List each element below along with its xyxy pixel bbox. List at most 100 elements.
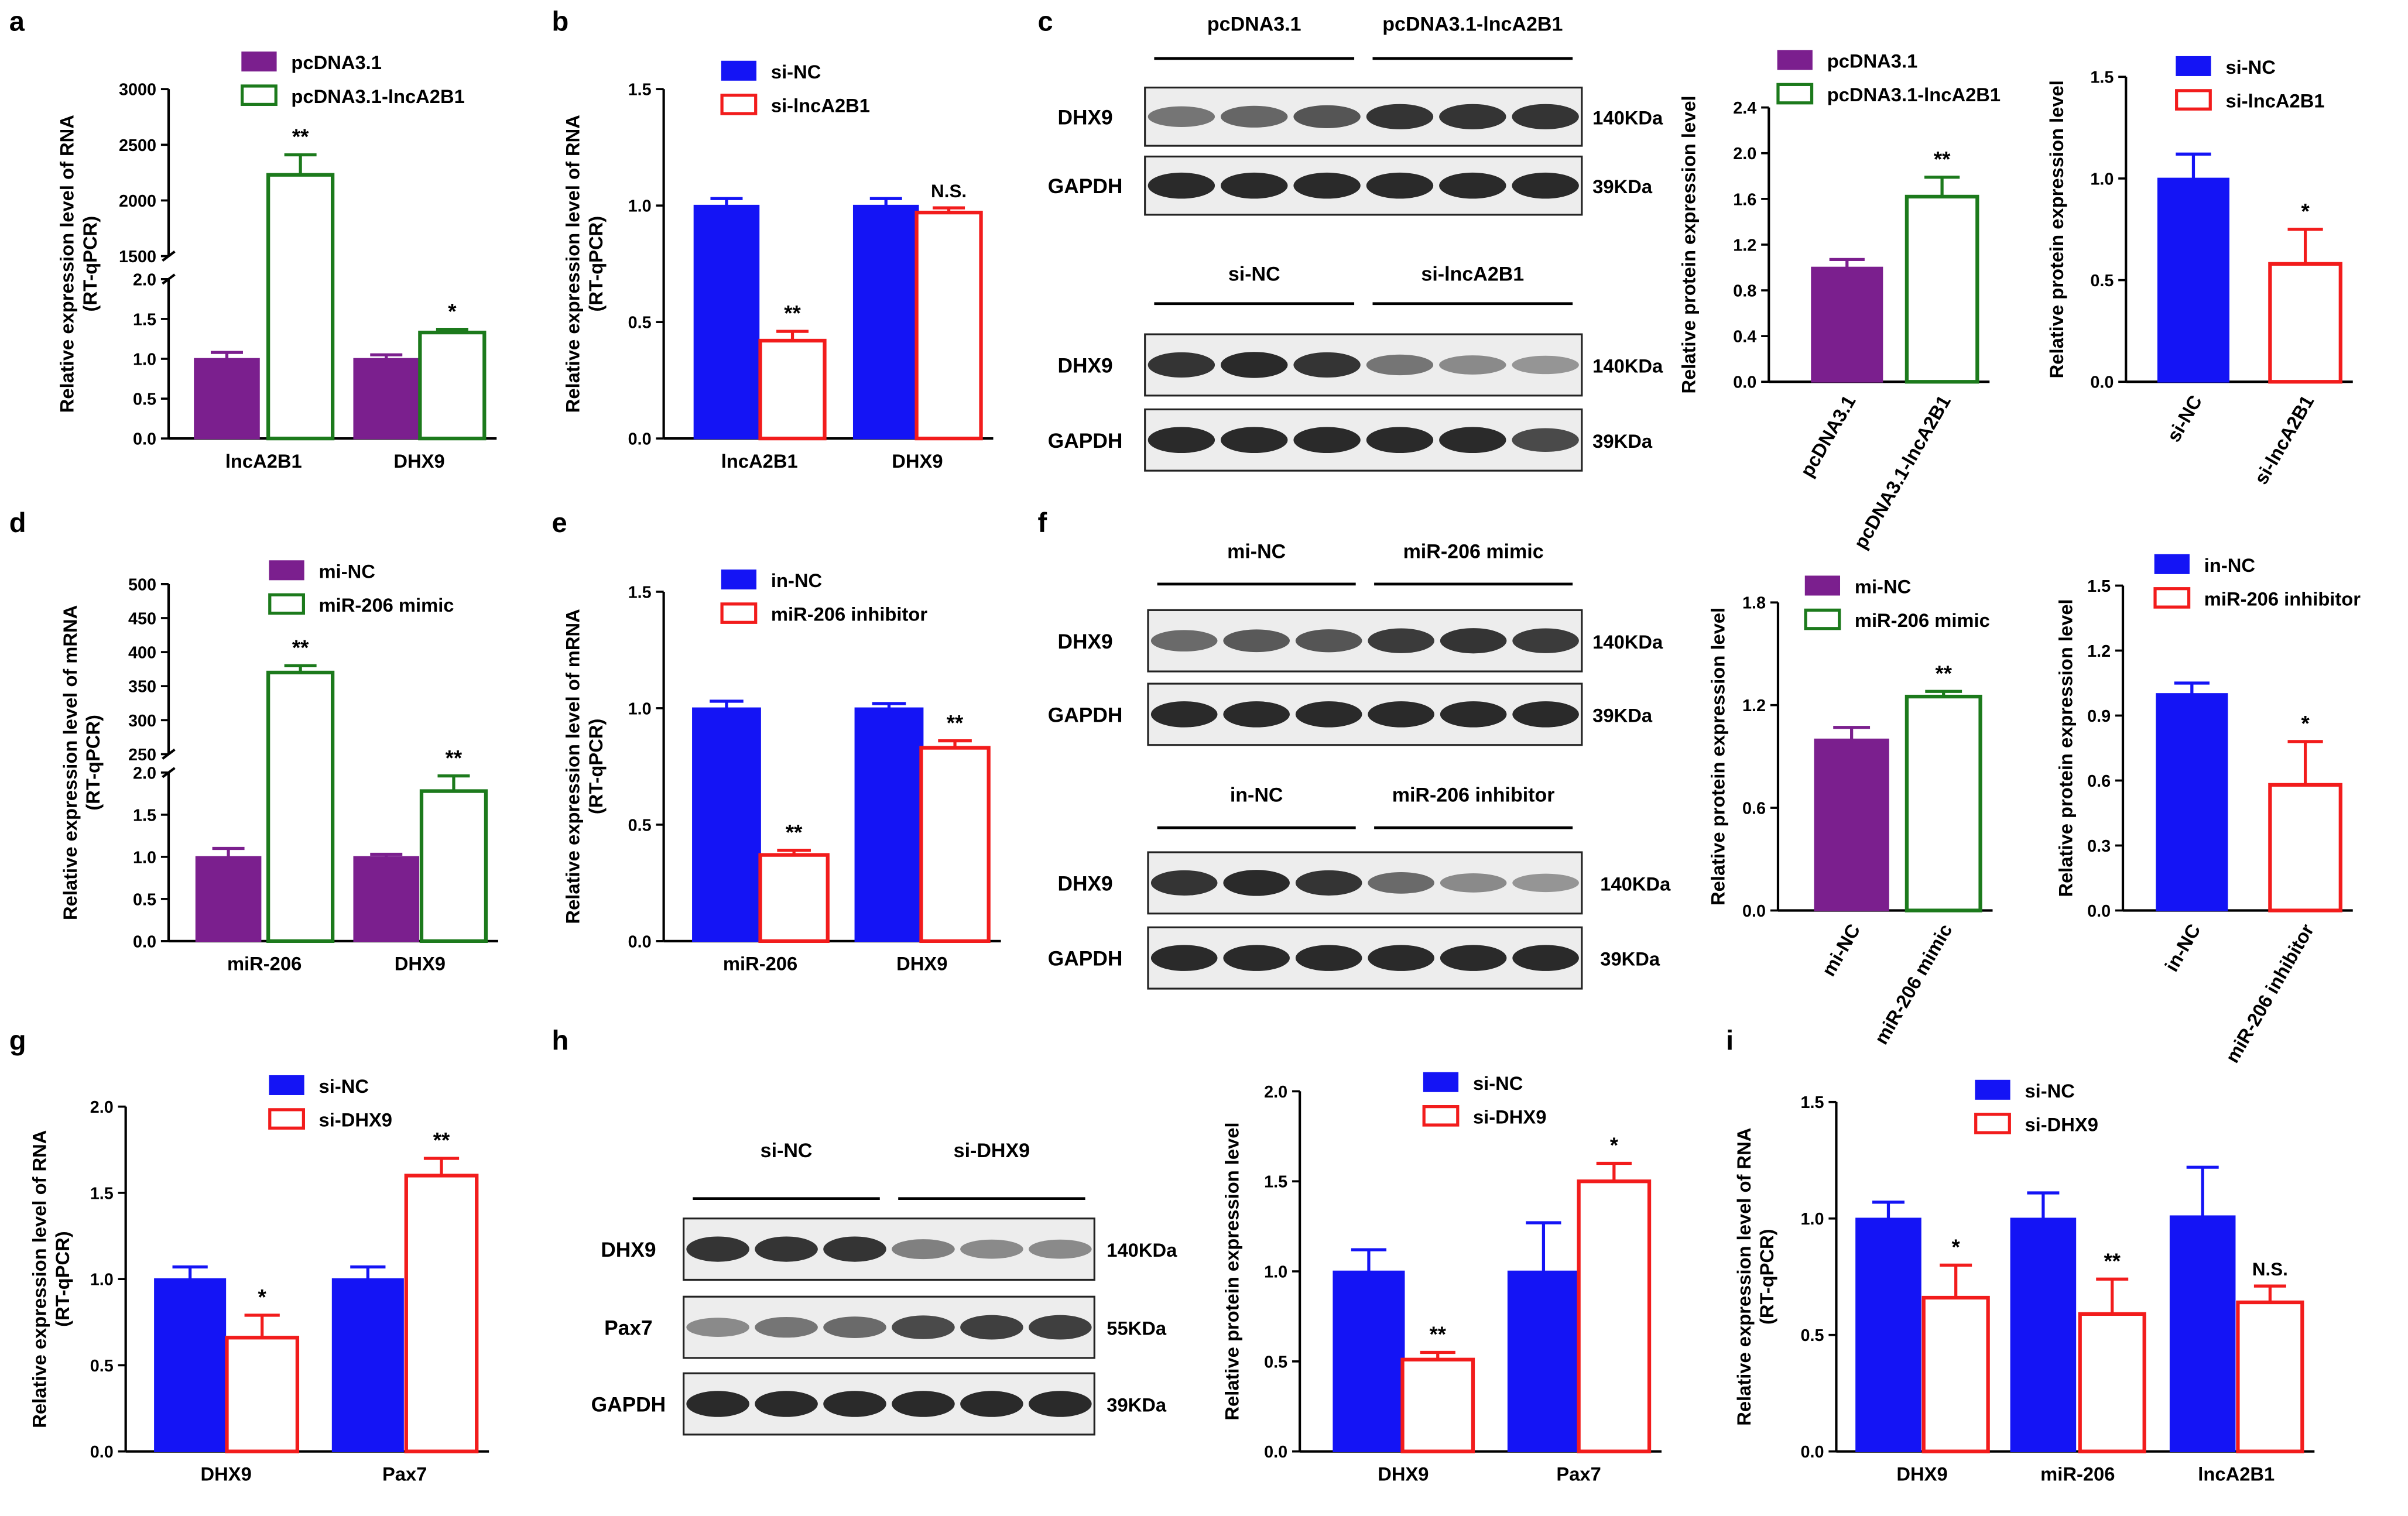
y-tick-label: 0.0 (628, 932, 652, 951)
blot-band (1150, 630, 1218, 652)
blot-row-label: GAPDH (1048, 175, 1123, 198)
x-tick-label-group: miR-206 mimic (1870, 920, 1957, 1048)
y-tick-label: 2.0 (133, 764, 156, 783)
blot-band (1512, 355, 1579, 375)
y-tick-label: 0.5 (133, 390, 156, 409)
legend-swatch (2176, 56, 2211, 76)
blot-band (1439, 104, 1506, 129)
y-tick-label: 2.0 (1733, 145, 1756, 163)
y-axis-label: Relative expression level of RNA (RT-qPCR… (1733, 1128, 1777, 1426)
blot-group-label: mi-NC (1227, 540, 1286, 563)
y-tick-label: 0.6 (1742, 800, 1766, 818)
chart-f2: 0.0 0.3 0.6 0.9 1.2 1.5 Relative protein expre… (2055, 554, 2361, 1066)
blot-row-label: GAPDH (1048, 430, 1123, 452)
bar (419, 789, 488, 944)
blot-band (1029, 1391, 1092, 1417)
blot-group-label: si-NC (1228, 263, 1280, 285)
significance-label: ** (784, 301, 801, 325)
y-axis-label-line: (RT-qPCR) (1756, 1229, 1777, 1325)
y-axis-label-line: (RT-qPCR) (52, 1231, 73, 1327)
bar (692, 707, 761, 942)
blot-band (755, 1236, 818, 1262)
y-tick-label: 1500 (119, 248, 156, 266)
y-tick-label: 0.0 (1742, 902, 1766, 921)
y-axis-label-line: (RT-qPCR) (79, 216, 101, 312)
blot-band (1512, 628, 1579, 653)
y-tick-label: 1.8 (1742, 594, 1766, 613)
chart-h: 0.0 0.5 1.0 1.5 2.0 Relative protein expressi… (1221, 1072, 1662, 1484)
bar (914, 210, 983, 441)
x-tick-label: DHX9 (393, 450, 444, 472)
y-tick-label: 0.5 (1264, 1353, 1287, 1371)
x-tick-label: DHX9 (201, 1463, 252, 1484)
y-tick-label: 1.2 (2087, 642, 2111, 661)
y-tick-label: 2.0 (90, 1098, 114, 1117)
legend-swatch (268, 593, 305, 615)
y-tick-label: 0.0 (1733, 373, 1756, 392)
y-tick-label: 450 (128, 609, 156, 628)
bar (1921, 1295, 1990, 1453)
y-axis-label: Relative protein expression level (2055, 599, 2077, 897)
significance-label: N.S. (2252, 1259, 2288, 1280)
legend-label: si-DHX9 (2025, 1114, 2098, 1136)
chart-e: 0.0 0.5 1.0 1.5 Relative expression level of… (552, 507, 1001, 975)
y-axis-label-line: (RT-qPCR) (585, 719, 607, 815)
legend-label: si-NC (1473, 1072, 1523, 1094)
significance-label: * (1610, 1133, 1619, 1157)
blot-group-label: in-NC (1230, 784, 1283, 807)
blot-band (1440, 945, 1507, 971)
significance-label: ** (446, 746, 463, 770)
significance-label: ** (2104, 1249, 2121, 1273)
bar (919, 746, 991, 944)
significance-label: ** (292, 636, 309, 660)
panel-label: i (1726, 1025, 1734, 1056)
blot-band (1439, 355, 1506, 375)
panel-label: b (552, 6, 569, 37)
blot-row-label: GAPDH (591, 1394, 666, 1416)
blot-band (1150, 945, 1218, 971)
significance-label: ** (1934, 147, 1951, 171)
bar (2236, 1300, 2304, 1453)
legend-swatch (2175, 89, 2212, 111)
blot-band (960, 1239, 1023, 1259)
blot-band (1512, 104, 1579, 129)
bar (758, 338, 827, 441)
legend-swatch (241, 84, 278, 107)
x-tick-label: miR-206 mimic (1870, 920, 1957, 1048)
x-tick-label: in-NC (2160, 920, 2205, 975)
bar (1577, 1179, 1652, 1453)
significance-label: ** (786, 820, 803, 844)
blot-band (1439, 172, 1506, 199)
legend-swatch (1974, 1113, 2011, 1134)
legend-label: si-lncA2B1 (2225, 90, 2324, 112)
x-tick-label: pcDNA3.1 (1796, 392, 1859, 481)
x-tick-label: DHX9 (1896, 1463, 1947, 1484)
blot-band (1366, 172, 1434, 199)
bar (1333, 1270, 1405, 1452)
blot-size-label: 39KDa (1592, 430, 1653, 452)
y-tick-label: 0.5 (628, 314, 652, 332)
blot-band (1293, 105, 1361, 128)
y-axis-label-line: Relative protein expression level (2046, 80, 2067, 378)
blot-band (1366, 427, 1434, 454)
blot-membrane (1147, 609, 1583, 673)
chart-i: 0.0 0.5 1.0 1.5 Relative expression level of… (1726, 1025, 2315, 1484)
x-tick-label: mi-NC (1817, 920, 1864, 980)
blot-band (1148, 427, 1215, 454)
significance-label: * (2301, 712, 2310, 736)
bar (353, 358, 420, 440)
legend-label: miR-206 mimic (1855, 609, 1990, 631)
blot-band (1512, 945, 1579, 971)
y-tick-label: 1.0 (90, 1271, 114, 1289)
x-tick-label: lncA2B1 (721, 450, 798, 472)
x-tick-label-group: in-NC (2160, 920, 2205, 975)
blot-size-label: 140KDa (1107, 1239, 1177, 1261)
blot-membrane (683, 1372, 1095, 1436)
legend-swatch (269, 1075, 304, 1095)
blot-membrane (1147, 851, 1583, 915)
legend-label: pcDNA3.1-lncA2B1 (291, 85, 464, 107)
blot-band (1221, 352, 1288, 378)
y-axis-label-line: Relative expression level of RNA (1733, 1128, 1755, 1426)
y-axis-label-line: Relative protein expression level (2055, 599, 2077, 897)
